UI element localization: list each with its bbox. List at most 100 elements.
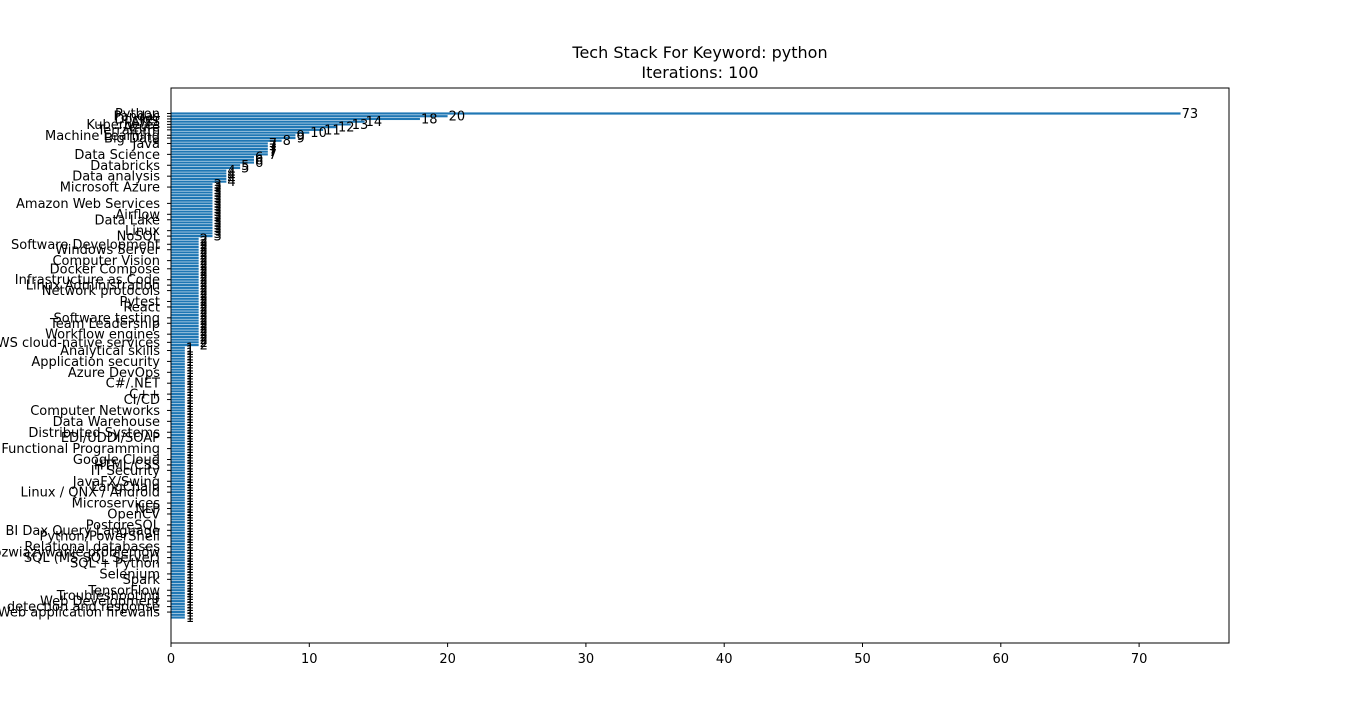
chart-subtitle: Iterations: 100 bbox=[641, 63, 758, 82]
category-label-164: SQL (MS SQL Server) bbox=[24, 551, 160, 566]
bar-167 bbox=[171, 564, 185, 567]
value-label-182: 1 bbox=[186, 600, 194, 615]
value-label-88: 1 bbox=[186, 344, 194, 359]
bar-49 bbox=[171, 243, 199, 246]
category-label-160: Relational databases bbox=[24, 540, 160, 555]
category-label-20: Databricks bbox=[90, 159, 160, 174]
bars-layer bbox=[171, 112, 1181, 619]
bar-137 bbox=[171, 482, 185, 486]
bar-31 bbox=[171, 194, 213, 197]
bar-2 bbox=[171, 115, 448, 118]
category-label-55: Computer Vision bbox=[52, 254, 160, 269]
bar-173 bbox=[171, 580, 185, 584]
value-label-70: 2 bbox=[200, 295, 208, 310]
bar-54 bbox=[171, 256, 199, 259]
value-label-135: 1 bbox=[186, 472, 194, 487]
bar-179 bbox=[171, 597, 185, 600]
value-label-44: 3 bbox=[213, 224, 221, 239]
value-label-55: 2 bbox=[200, 254, 208, 269]
value-label-12: 7 bbox=[269, 137, 277, 152]
bar-124 bbox=[171, 447, 185, 450]
value-label-20: 5 bbox=[241, 159, 249, 174]
category-label-28: Microsoft Azure bbox=[60, 181, 160, 196]
value-label-7: 11 bbox=[324, 123, 341, 138]
bar-19 bbox=[171, 161, 254, 164]
bar-186 bbox=[171, 616, 185, 619]
category-label-136: JavaFX/Swing bbox=[72, 475, 160, 490]
category-label-58: Docker Compose bbox=[50, 262, 160, 277]
value-label-22: 4 bbox=[227, 164, 235, 179]
bar-151 bbox=[171, 521, 185, 524]
value-label-116: 1 bbox=[186, 420, 194, 435]
value-label-11: 8 bbox=[283, 134, 291, 149]
value-label-45: 3 bbox=[213, 227, 221, 242]
value-label-175: 1 bbox=[186, 581, 194, 596]
value-label-164: 1 bbox=[186, 551, 194, 566]
value-label-102: 1 bbox=[186, 382, 194, 397]
value-label-81: 2 bbox=[200, 325, 208, 340]
value-label-126: 1 bbox=[186, 448, 194, 463]
value-label-155: 1 bbox=[186, 527, 194, 542]
bar-69 bbox=[171, 297, 199, 300]
value-label-24: 4 bbox=[227, 170, 235, 185]
bar-26 bbox=[171, 180, 227, 183]
value-label-98: 1 bbox=[186, 371, 194, 386]
value-label-140: 1 bbox=[186, 486, 194, 501]
category-label-5: Kubernetes bbox=[86, 118, 160, 133]
value-label-128: 1 bbox=[186, 453, 194, 468]
bar-144 bbox=[171, 501, 185, 505]
x-tick-label-50: 50 bbox=[854, 652, 871, 667]
value-label-97: 1 bbox=[186, 369, 194, 384]
value-label-143: 1 bbox=[186, 494, 194, 509]
bar-174 bbox=[171, 583, 185, 586]
bar-56 bbox=[171, 262, 199, 265]
value-label-158: 1 bbox=[186, 535, 194, 550]
bar-117 bbox=[171, 428, 185, 431]
category-label-10: Big Data bbox=[104, 132, 160, 147]
bar-74 bbox=[171, 311, 199, 314]
bar-113 bbox=[171, 417, 185, 420]
category-label-140: Linux / QNX / Android bbox=[21, 486, 160, 501]
value-label-101: 1 bbox=[186, 379, 194, 394]
value-label-105: 1 bbox=[186, 390, 194, 405]
value-label-73: 2 bbox=[200, 303, 208, 318]
bar-9 bbox=[171, 134, 296, 137]
value-label-19: 6 bbox=[255, 156, 263, 171]
category-label-118: Distributed Systems bbox=[28, 426, 160, 441]
category-label-166: SQL + Python bbox=[70, 557, 160, 572]
category-label-144: Microservices bbox=[72, 497, 161, 512]
bar-178 bbox=[171, 594, 185, 597]
value-label-23: 4 bbox=[227, 167, 235, 182]
bar-15 bbox=[171, 150, 268, 153]
category-label-9: Machine Learning bbox=[45, 129, 160, 144]
value-label-14: 7 bbox=[269, 142, 277, 157]
bar-152 bbox=[171, 523, 185, 526]
bar-140 bbox=[171, 491, 185, 494]
value-label-84: 2 bbox=[200, 333, 208, 348]
category-label-40: Data Lake bbox=[95, 213, 160, 228]
category-label-6: Azure bbox=[123, 121, 160, 136]
value-label-62: 2 bbox=[200, 273, 208, 288]
value-label-10: 9 bbox=[296, 132, 304, 147]
bar-128 bbox=[171, 458, 185, 461]
bar-12 bbox=[171, 142, 268, 145]
value-label-76: 2 bbox=[200, 311, 208, 326]
value-label-146: 1 bbox=[186, 502, 194, 517]
bar-1 bbox=[171, 112, 1181, 115]
bar-32 bbox=[171, 196, 213, 200]
bar-157 bbox=[171, 537, 185, 540]
bar-33 bbox=[171, 199, 213, 202]
value-label-166: 1 bbox=[186, 557, 194, 572]
category-label-76: Software testing bbox=[53, 311, 160, 326]
bar-40 bbox=[171, 218, 213, 221]
category-label-24: Data analysis bbox=[72, 170, 160, 185]
value-label-43: 3 bbox=[213, 221, 221, 236]
x-tick-label-70: 70 bbox=[1131, 652, 1148, 667]
value-label-104: 1 bbox=[186, 388, 194, 403]
value-label-57: 2 bbox=[200, 260, 208, 275]
bar-6 bbox=[171, 126, 337, 129]
bar-114 bbox=[171, 420, 185, 423]
bar-105 bbox=[171, 395, 185, 398]
bar-71 bbox=[171, 303, 199, 306]
value-label-86: 2 bbox=[200, 339, 208, 354]
